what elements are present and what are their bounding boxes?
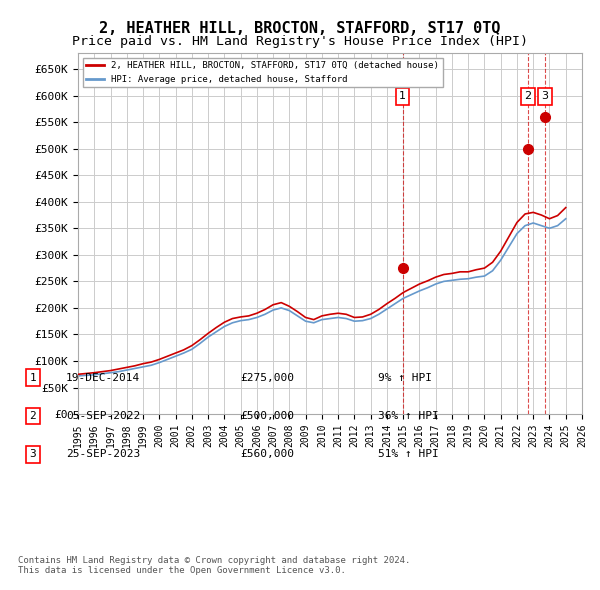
- Text: 2: 2: [29, 411, 37, 421]
- Text: £560,000: £560,000: [240, 450, 294, 459]
- Text: 9% ↑ HPI: 9% ↑ HPI: [378, 373, 432, 382]
- Text: 36% ↑ HPI: 36% ↑ HPI: [378, 411, 439, 421]
- Text: 19-DEC-2014: 19-DEC-2014: [66, 373, 140, 382]
- Text: 3: 3: [29, 450, 37, 459]
- Text: 25-SEP-2023: 25-SEP-2023: [66, 450, 140, 459]
- Text: 2, HEATHER HILL, BROCTON, STAFFORD, ST17 0TQ: 2, HEATHER HILL, BROCTON, STAFFORD, ST17…: [99, 21, 501, 35]
- Text: 2: 2: [524, 91, 532, 101]
- Text: 1: 1: [399, 91, 406, 101]
- Text: Contains HM Land Registry data © Crown copyright and database right 2024.
This d: Contains HM Land Registry data © Crown c…: [18, 556, 410, 575]
- Text: 3: 3: [542, 91, 548, 101]
- Text: £500,000: £500,000: [240, 411, 294, 421]
- Legend: 2, HEATHER HILL, BROCTON, STAFFORD, ST17 0TQ (detached house), HPI: Average pric: 2, HEATHER HILL, BROCTON, STAFFORD, ST17…: [83, 58, 443, 87]
- Text: £275,000: £275,000: [240, 373, 294, 382]
- Text: 1: 1: [29, 373, 37, 382]
- Text: Price paid vs. HM Land Registry's House Price Index (HPI): Price paid vs. HM Land Registry's House …: [72, 35, 528, 48]
- Text: 05-SEP-2022: 05-SEP-2022: [66, 411, 140, 421]
- Text: 51% ↑ HPI: 51% ↑ HPI: [378, 450, 439, 459]
